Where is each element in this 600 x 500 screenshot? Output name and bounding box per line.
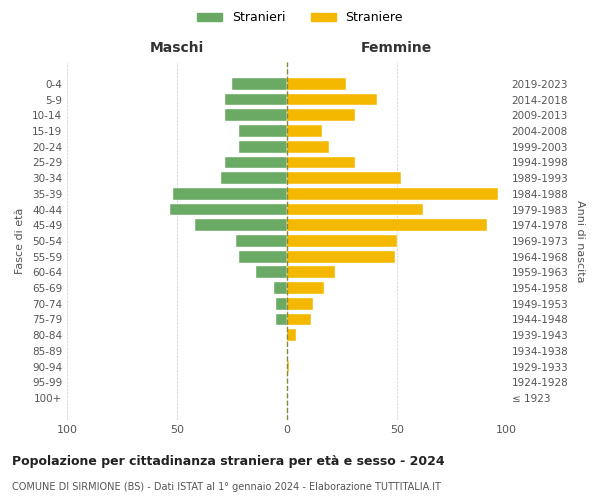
Bar	[287, 250, 395, 262]
Bar	[287, 220, 487, 231]
Legend: Stranieri, Straniere: Stranieri, Straniere	[192, 6, 408, 29]
Bar	[287, 78, 346, 90]
Bar	[239, 125, 287, 137]
Text: Maschi: Maschi	[150, 40, 204, 54]
Bar	[226, 110, 287, 121]
Bar	[236, 235, 287, 247]
Bar	[287, 204, 423, 216]
Bar	[221, 172, 287, 184]
Bar	[276, 314, 287, 326]
Text: Femmine: Femmine	[361, 40, 433, 54]
Bar	[287, 94, 377, 106]
Text: COMUNE DI SIRMIONE (BS) - Dati ISTAT al 1° gennaio 2024 - Elaborazione TUTTITALI: COMUNE DI SIRMIONE (BS) - Dati ISTAT al …	[12, 482, 441, 492]
Bar	[173, 188, 287, 200]
Bar	[287, 282, 324, 294]
Bar	[226, 156, 287, 168]
Bar	[194, 220, 287, 231]
Text: Popolazione per cittadinanza straniera per età e sesso - 2024: Popolazione per cittadinanza straniera p…	[12, 455, 445, 468]
Bar	[287, 188, 498, 200]
Y-axis label: Anni di nascita: Anni di nascita	[575, 200, 585, 282]
Y-axis label: Fasce di età: Fasce di età	[15, 208, 25, 274]
Bar	[226, 94, 287, 106]
Bar	[287, 314, 311, 326]
Bar	[170, 204, 287, 216]
Bar	[287, 298, 313, 310]
Bar	[287, 235, 397, 247]
Bar	[239, 141, 287, 152]
Bar	[276, 298, 287, 310]
Bar	[287, 110, 355, 121]
Bar	[287, 172, 401, 184]
Bar	[274, 282, 287, 294]
Bar	[239, 250, 287, 262]
Bar	[287, 360, 289, 372]
Bar	[287, 156, 355, 168]
Bar	[287, 125, 322, 137]
Bar	[287, 266, 335, 278]
Bar	[287, 141, 329, 152]
Bar	[256, 266, 287, 278]
Bar	[287, 330, 296, 341]
Bar	[232, 78, 287, 90]
